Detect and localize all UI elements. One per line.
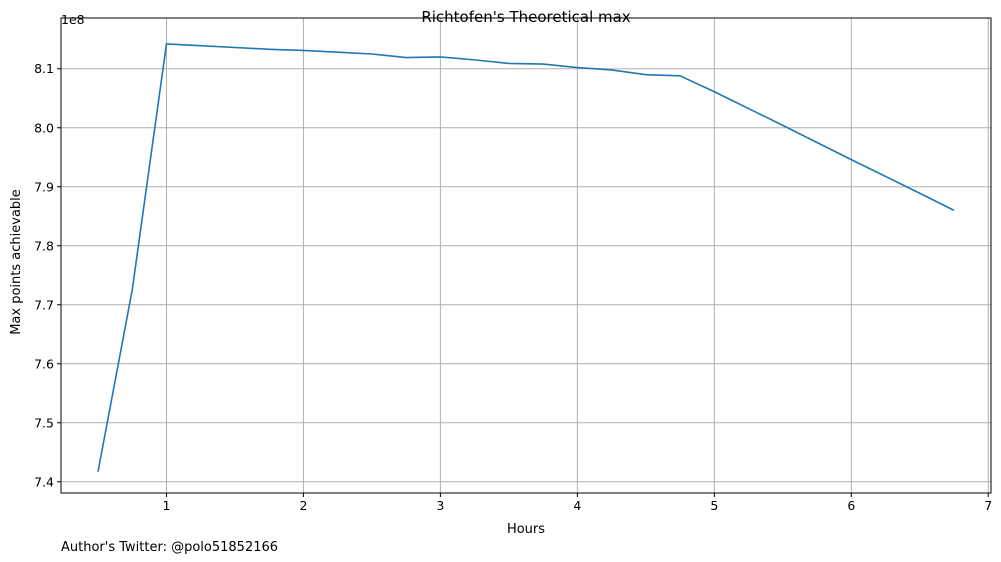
y-tick-label: 7.6 — [34, 356, 54, 371]
author-footnote: Author's Twitter: @polo51852166 — [61, 540, 278, 555]
grid-lines — [61, 18, 991, 493]
y-tick-label: 7.8 — [34, 238, 54, 253]
x-tick-label: 2 — [299, 498, 307, 513]
y-tick-label: 7.4 — [34, 474, 54, 489]
data-series — [97, 43, 955, 472]
x-tick-label: 4 — [573, 498, 581, 513]
y-tick-label: 8.0 — [34, 120, 54, 135]
x-tick-label: 5 — [710, 498, 718, 513]
y-axis-label: Max points achievable — [9, 189, 24, 335]
x-axis-label: Hours — [507, 522, 545, 537]
y-tick-label: 7.9 — [34, 179, 54, 194]
series-line — [97, 43, 955, 472]
x-tick-label: 3 — [436, 498, 444, 513]
y-tick-label: 8.1 — [34, 61, 54, 76]
x-tick-label: 6 — [847, 498, 855, 513]
axis-ticks: 1 2 3 4 5 6 7 7.4 7.5 7.6 7.7 7.8 7.9 8.0 8.1 — [34, 61, 992, 513]
chart-title: Richtofen's Theoretical max — [421, 8, 630, 26]
x-tick-label: 1 — [162, 498, 170, 513]
y-tick-label: 7.5 — [34, 415, 54, 430]
plot-frame — [60, 17, 992, 494]
x-tick-label: 7 — [984, 498, 992, 513]
y-tick-label: 7.7 — [34, 297, 54, 312]
y-offset-label: 1e8 — [61, 12, 85, 27]
